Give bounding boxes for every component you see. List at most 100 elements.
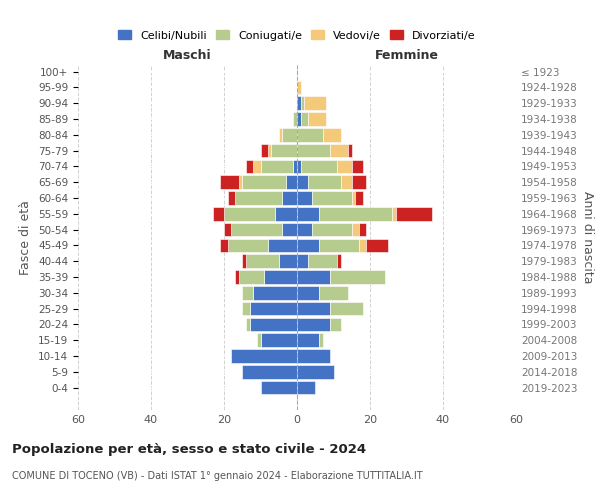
Bar	[311, 223, 352, 236]
Bar	[319, 207, 392, 220]
Bar	[348, 144, 352, 158]
Bar	[232, 350, 297, 362]
Bar	[271, 144, 297, 158]
Bar	[242, 302, 250, 316]
Bar	[337, 160, 352, 173]
Bar	[367, 238, 388, 252]
Text: COMUNE DI TOCENO (VB) - Dati ISTAT 1° gennaio 2024 - Elaborazione TUTTITALIA.IT: COMUNE DI TOCENO (VB) - Dati ISTAT 1° ge…	[12, 471, 422, 481]
Bar	[297, 223, 311, 236]
Bar	[260, 334, 297, 347]
Bar	[311, 192, 352, 204]
Bar	[323, 128, 341, 141]
Bar	[235, 270, 239, 283]
Bar	[297, 192, 311, 204]
Bar	[293, 160, 297, 173]
Bar	[257, 334, 260, 347]
Bar	[297, 334, 319, 347]
Bar	[301, 112, 308, 126]
Bar	[319, 334, 323, 347]
Legend: Celibi/Nubili, Coniugati/e, Vedovi/e, Divorziati/e: Celibi/Nubili, Coniugati/e, Vedovi/e, Di…	[114, 26, 480, 45]
Bar	[319, 238, 359, 252]
Bar	[224, 223, 232, 236]
Bar	[330, 318, 341, 331]
Bar	[246, 254, 279, 268]
Bar	[242, 365, 297, 378]
Bar	[297, 160, 301, 173]
Bar	[297, 128, 323, 141]
Bar	[260, 144, 268, 158]
Bar	[308, 112, 326, 126]
Bar	[301, 160, 337, 173]
Bar	[279, 254, 297, 268]
Bar	[297, 144, 330, 158]
Bar	[283, 223, 297, 236]
Bar	[352, 160, 362, 173]
Text: Maschi: Maschi	[163, 49, 212, 62]
Bar	[235, 192, 283, 204]
Bar	[232, 223, 283, 236]
Bar	[253, 160, 260, 173]
Bar	[297, 80, 301, 94]
Bar	[250, 302, 297, 316]
Bar	[220, 238, 227, 252]
Text: Femmine: Femmine	[374, 49, 439, 62]
Bar	[297, 270, 330, 283]
Bar	[297, 381, 315, 394]
Bar	[286, 176, 297, 189]
Bar	[297, 350, 330, 362]
Bar	[227, 238, 268, 252]
Bar	[297, 254, 308, 268]
Text: Popolazione per età, sesso e stato civile - 2024: Popolazione per età, sesso e stato civil…	[12, 442, 366, 456]
Bar	[260, 381, 297, 394]
Bar	[260, 160, 293, 173]
Bar	[297, 365, 334, 378]
Bar	[268, 238, 297, 252]
Bar	[330, 144, 348, 158]
Bar	[392, 207, 395, 220]
Bar	[239, 270, 264, 283]
Bar	[275, 207, 297, 220]
Bar	[239, 176, 242, 189]
Bar	[341, 176, 352, 189]
Bar	[283, 192, 297, 204]
Bar	[250, 318, 297, 331]
Bar	[352, 176, 367, 189]
Bar	[395, 207, 432, 220]
Bar	[297, 302, 330, 316]
Bar	[337, 254, 341, 268]
Bar	[283, 128, 297, 141]
Bar	[293, 112, 297, 126]
Bar	[268, 144, 271, 158]
Bar	[246, 160, 253, 173]
Bar	[220, 176, 239, 189]
Bar	[242, 286, 253, 300]
Bar	[297, 96, 301, 110]
Bar	[242, 176, 286, 189]
Bar	[264, 270, 297, 283]
Bar	[224, 207, 275, 220]
Bar	[355, 192, 362, 204]
Bar	[297, 286, 319, 300]
Bar	[297, 176, 308, 189]
Bar	[279, 128, 283, 141]
Y-axis label: Fasce di età: Fasce di età	[19, 200, 32, 275]
Bar	[330, 302, 363, 316]
Bar	[253, 286, 297, 300]
Bar	[308, 254, 337, 268]
Bar	[319, 286, 348, 300]
Bar	[213, 207, 224, 220]
Bar	[242, 254, 246, 268]
Bar	[297, 207, 319, 220]
Bar	[297, 318, 330, 331]
Bar	[352, 223, 359, 236]
Bar	[301, 96, 304, 110]
Bar	[308, 176, 341, 189]
Bar	[227, 192, 235, 204]
Bar	[304, 96, 326, 110]
Bar	[246, 318, 250, 331]
Bar	[297, 112, 301, 126]
Y-axis label: Anni di nascita: Anni di nascita	[581, 191, 594, 284]
Bar	[359, 238, 367, 252]
Bar	[352, 192, 355, 204]
Bar	[297, 238, 319, 252]
